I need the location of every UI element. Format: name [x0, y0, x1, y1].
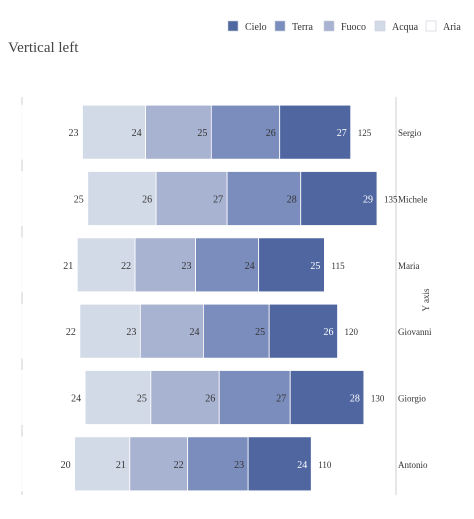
- category-label: Sergio: [398, 128, 422, 138]
- bar-total-label: 110: [318, 460, 332, 470]
- bar-segment-aria[interactable]: [21, 171, 89, 226]
- bar-total-label: 120: [345, 327, 359, 337]
- bar-value-label: 24: [189, 327, 199, 338]
- bar-value-label: 27: [213, 195, 223, 206]
- chart-title: Vertical left: [8, 40, 79, 56]
- bar-segment-aria[interactable]: [21, 104, 83, 160]
- bar-segment-terra[interactable]: [187, 436, 249, 492]
- bar-value-label: 28: [350, 394, 360, 405]
- legend-label-cielo[interactable]: Cielo: [245, 22, 267, 33]
- bar-segment-cielo[interactable]: [247, 436, 312, 492]
- bar-total-label: 130: [371, 394, 385, 404]
- bar-segment-fuoco[interactable]: [134, 237, 196, 293]
- bar-value-label: 25: [310, 261, 320, 272]
- bar-value-label: 24: [297, 460, 307, 471]
- bar-value-label: 22: [174, 460, 184, 471]
- bar-value-label: 25: [137, 394, 147, 405]
- bar-segment-aria[interactable]: [21, 370, 86, 425]
- legend-label-fuoco[interactable]: Fuoco: [341, 22, 366, 33]
- labels: 23 24 25 26 27 125 Sergio 25 26 27 28 29 135 Michele 2…: [61, 128, 432, 471]
- category-label: Giorgio: [398, 394, 426, 404]
- bar-value-label: 27: [276, 394, 286, 405]
- legend-label-aria[interactable]: Aria: [443, 22, 461, 33]
- legend-swatch-terra[interactable]: [274, 20, 286, 32]
- category-label: Antonio: [398, 460, 428, 470]
- bar-value-label: 25: [74, 195, 84, 206]
- legend-swatch-fuoco[interactable]: [323, 20, 335, 32]
- bar-value-label: 26: [205, 394, 215, 405]
- bar-segment-cielo[interactable]: [300, 171, 378, 226]
- bar-segment-aria[interactable]: [21, 237, 78, 293]
- bar-segment-terra[interactable]: [226, 171, 302, 226]
- bar-value-label: 28: [287, 195, 297, 206]
- bar-value-label: 27: [337, 128, 347, 139]
- bar-value-label: 21: [63, 261, 73, 272]
- category-label: Maria: [398, 261, 420, 271]
- bar-value-label: 26: [324, 327, 334, 338]
- category-label: Giovanni: [398, 327, 432, 337]
- legend: Cielo Terra Fuoco Acqua Aria: [227, 20, 461, 33]
- y-axis-title: Y axis: [421, 288, 431, 311]
- bar-segment-aria[interactable]: [21, 436, 75, 492]
- bar-value-label: 26: [266, 128, 276, 139]
- bar-segment-acqua[interactable]: [84, 370, 152, 425]
- bar-value-label: 23: [126, 327, 136, 338]
- category-label: Michele: [398, 195, 428, 205]
- bar-segment-fuoco[interactable]: [139, 303, 204, 359]
- bar-value-label: 24: [71, 394, 81, 405]
- bar-value-label: 25: [255, 327, 265, 338]
- bar-segment-acqua[interactable]: [74, 436, 131, 492]
- bar-segment-fuoco[interactable]: [150, 370, 220, 425]
- bars: [21, 104, 378, 492]
- bar-total-label: 135: [384, 195, 398, 205]
- bar-total-label: 125: [358, 128, 372, 138]
- bar-value-label: 21: [116, 460, 126, 471]
- legend-swatch-aria[interactable]: [425, 20, 437, 32]
- bar-value-label: 24: [245, 261, 255, 272]
- bar-segment-terra[interactable]: [203, 303, 270, 359]
- bar-value-label: 23: [68, 128, 78, 139]
- bar-value-label: 20: [61, 460, 71, 471]
- legend-swatch-cielo[interactable]: [227, 20, 239, 32]
- bar-value-label: 26: [142, 195, 152, 206]
- bar-segment-acqua[interactable]: [76, 237, 136, 293]
- bar-segment-fuoco[interactable]: [129, 436, 189, 492]
- bar-value-label: 25: [197, 128, 207, 139]
- bar-value-label: 23: [182, 261, 192, 272]
- legend-label-acqua[interactable]: Acqua: [392, 22, 419, 33]
- bar-total-label: 115: [331, 261, 345, 271]
- bar-segment-acqua[interactable]: [82, 104, 146, 160]
- bar-value-label: 23: [234, 460, 244, 471]
- legend-swatch-acqua[interactable]: [374, 20, 386, 32]
- legend-label-terra[interactable]: Terra: [292, 22, 314, 33]
- bar-segment-fuoco[interactable]: [145, 104, 212, 160]
- bar-value-label: 24: [132, 128, 142, 139]
- bar-segment-cielo[interactable]: [258, 237, 325, 293]
- bar-value-label: 22: [121, 261, 131, 272]
- bar-segment-cielo[interactable]: [289, 370, 365, 425]
- bar-value-label: 22: [66, 327, 76, 338]
- bar-value-label: 29: [363, 195, 373, 206]
- chart-axes: Y axis: [21, 97, 431, 495]
- bar-segment-terra[interactable]: [210, 104, 281, 160]
- bar-segment-cielo[interactable]: [268, 303, 338, 359]
- bar-segment-terra[interactable]: [218, 370, 291, 425]
- bar-segment-terra[interactable]: [195, 237, 260, 293]
- bar-segment-cielo[interactable]: [279, 104, 352, 160]
